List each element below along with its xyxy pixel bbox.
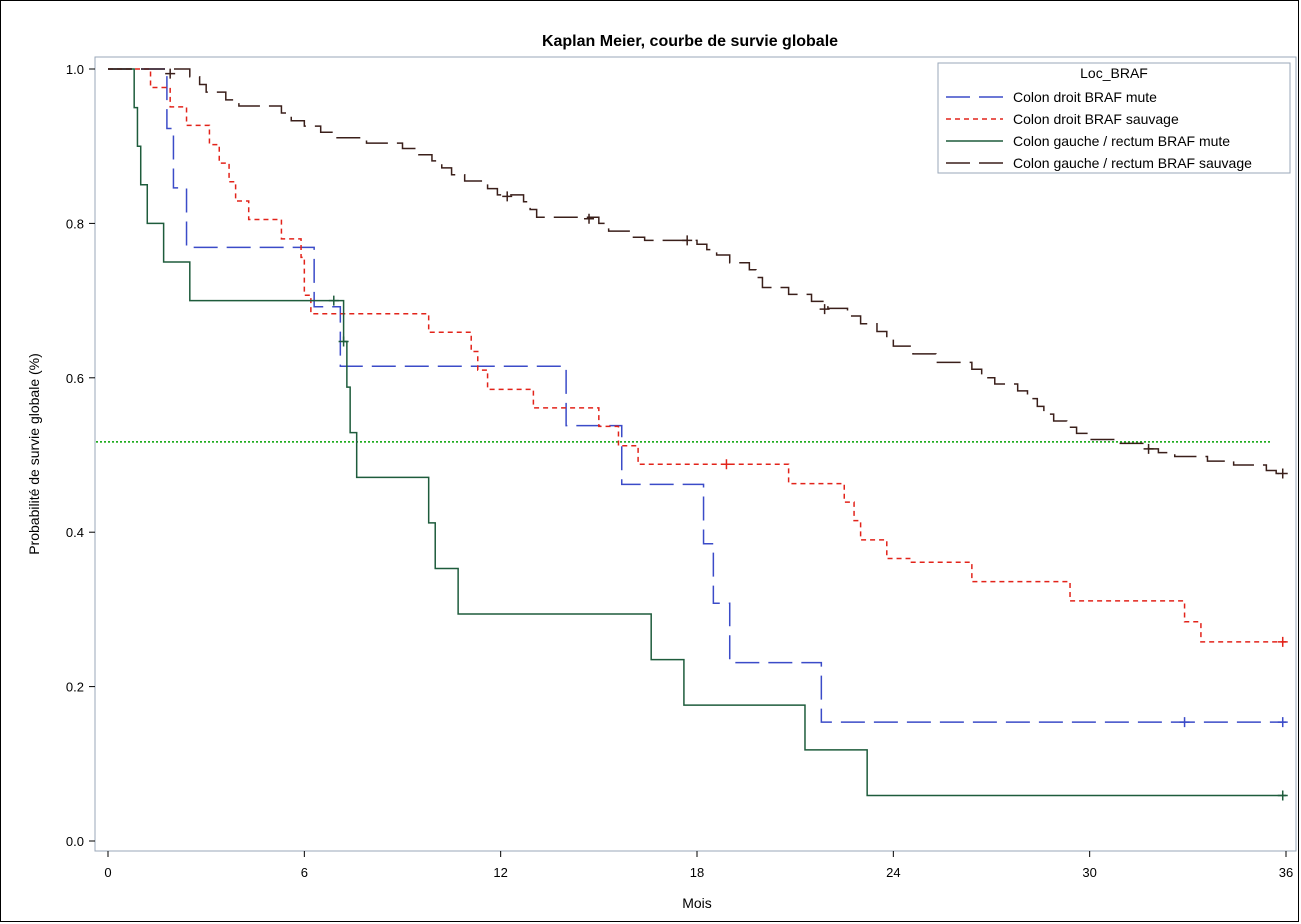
series-line [108, 68, 1286, 475]
axis-layer: 0 6 12 18 24 30 36 0.0 0.2 0.4 0.6 0.8 1.0 [66, 62, 1293, 880]
censor-mark [502, 191, 513, 202]
censor-mark [1277, 468, 1288, 479]
censor-mark [1277, 790, 1288, 801]
legend-label: Colon gauche / rectum BRAF sauvage [1013, 155, 1252, 171]
y-axis-label: Probabilité de survie globale (%) [26, 353, 42, 555]
censor-mark [1277, 717, 1288, 728]
censor-mark [165, 68, 176, 79]
y-tick-label: 1.0 [66, 62, 84, 77]
legend-title: Loc_BRAF [1080, 65, 1148, 81]
censor-mark [338, 336, 349, 347]
censor-mark [682, 235, 693, 246]
x-tick-label: 6 [301, 865, 308, 880]
x-tick-label: 18 [690, 865, 704, 880]
series-colon-gauche-rectum-braf-mute [108, 68, 1288, 801]
series-colon-droit-braf-mute [108, 68, 1288, 728]
x-tick-label: 24 [886, 865, 900, 880]
y-tick-label: 0.0 [66, 834, 84, 849]
y-tick-label: 0.2 [66, 680, 84, 695]
series-line [108, 68, 1286, 723]
x-tick-label: 36 [1279, 865, 1293, 880]
censor-mark [1179, 717, 1190, 728]
legend-box [937, 62, 1291, 174]
series-colon-droit-braf-sauvage [108, 68, 1288, 647]
series-layer [108, 68, 1288, 801]
y-tick-label: 0.8 [66, 216, 84, 231]
censor-mark [328, 295, 339, 306]
y-tick-label: 0.4 [66, 525, 84, 540]
x-tick-label: 0 [104, 865, 111, 880]
censor-mark [721, 459, 732, 470]
censor-mark [584, 213, 595, 224]
x-axis-label: Mois [682, 895, 712, 911]
x-tick-label: 30 [1082, 865, 1096, 880]
legend-label: Colon gauche / rectum BRAF mute [1013, 133, 1230, 149]
series-line [108, 68, 1286, 797]
censor-mark [1277, 636, 1288, 647]
chart-title: Kaplan Meier, courbe de survie globale [542, 33, 838, 50]
legend-label: Colon droit BRAF mute [1013, 89, 1157, 105]
series-colon-gauche-rectum-braf-sauvage [108, 68, 1288, 479]
plot-area [94, 56, 1297, 852]
x-tick-label: 12 [493, 865, 507, 880]
series-line [108, 68, 1286, 643]
legend-items: Colon droit BRAF mute Colon droit BRAF sa… [946, 89, 1252, 171]
y-tick-label: 0.6 [66, 371, 84, 386]
censor-mark [1143, 443, 1154, 454]
legend-label: Colon droit BRAF sauvage [1013, 111, 1179, 127]
censor-mark [819, 304, 830, 315]
